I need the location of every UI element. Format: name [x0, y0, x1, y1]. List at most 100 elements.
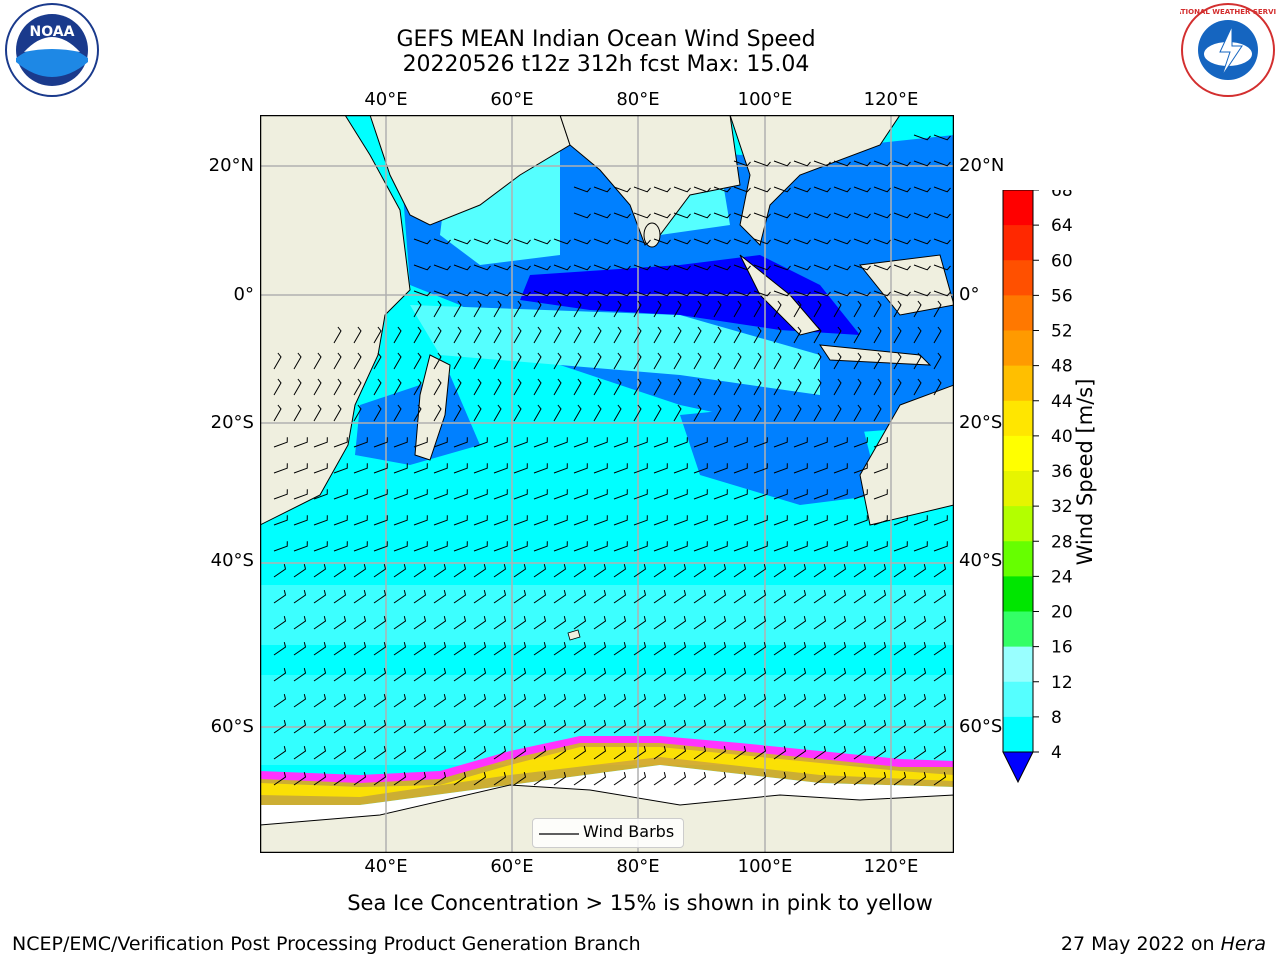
colorbar-bin — [1003, 576, 1033, 612]
legend-line-swatch — [539, 833, 579, 835]
wind-barb — [313, 489, 328, 500]
wind-barb — [293, 719, 307, 734]
wind-barb — [713, 563, 727, 578]
wind-barb — [873, 563, 887, 578]
wind-barb — [653, 641, 667, 656]
wind-barb — [673, 378, 682, 396]
lon-tick-top-80e: 80°E — [616, 89, 660, 110]
wind-barb — [333, 719, 347, 734]
wind-barb — [673, 589, 687, 604]
wind-barb — [433, 290, 451, 297]
lat-tick-left-20s: 20°S — [210, 412, 254, 433]
wind-barb — [633, 515, 648, 526]
wind-barb — [713, 693, 727, 708]
wind-barb — [573, 515, 588, 526]
wind-barb — [893, 589, 907, 604]
wind-barb — [813, 463, 828, 474]
colorbar-bin — [1003, 295, 1033, 331]
wind-barb — [673, 541, 688, 552]
wind-barb — [533, 563, 547, 578]
wind-barb — [693, 300, 702, 318]
wind-barb — [673, 641, 687, 656]
wind-barb — [713, 745, 727, 760]
wind-barb — [873, 745, 887, 760]
wind-barb — [493, 667, 507, 682]
wind-barb — [933, 693, 947, 708]
wind-barb — [413, 615, 427, 630]
wind-barb — [593, 300, 602, 318]
wind-barb — [433, 719, 447, 734]
wind-barb — [793, 160, 811, 167]
wind-barb — [933, 771, 947, 786]
wind-barb — [713, 378, 722, 396]
wind-barb — [693, 463, 708, 474]
wind-barb — [693, 238, 711, 245]
wind-barb — [433, 693, 447, 708]
wind-barb — [553, 290, 571, 297]
wind-barb — [533, 290, 551, 297]
wind-barb — [413, 641, 427, 656]
wind-barb — [593, 693, 607, 708]
wind-barb — [813, 290, 831, 297]
wind-barb — [333, 515, 348, 526]
wind-barb — [373, 641, 387, 656]
wind-barb — [693, 515, 708, 526]
wind-barb — [853, 300, 862, 318]
wind-barb — [833, 515, 848, 526]
wind-barb — [873, 615, 887, 630]
wind-barb — [933, 134, 951, 141]
wind-barb — [373, 563, 387, 578]
wind-barb — [833, 378, 842, 396]
ocean-blue-south-central — [680, 405, 880, 505]
wind-barb — [933, 515, 948, 526]
wind-barb — [733, 615, 747, 630]
wind-barb — [593, 437, 608, 448]
wind-barb — [453, 300, 462, 318]
wind-barb — [613, 300, 622, 318]
wind-barb — [913, 615, 927, 630]
land-borneo — [859, 254, 954, 316]
wind-barb — [293, 641, 307, 656]
wind-barb — [513, 489, 528, 500]
wind-barb — [933, 160, 951, 167]
wind-barb — [633, 326, 642, 344]
wind-barb — [413, 515, 428, 526]
wind-barb — [893, 541, 908, 552]
wind-barb — [753, 515, 768, 526]
wind-barb — [733, 290, 751, 297]
colorbar-tick-label: 56 — [1051, 286, 1073, 306]
wind-barb — [873, 515, 888, 526]
wind-barb — [393, 563, 407, 578]
wind-barb — [433, 515, 448, 526]
wind-barb — [753, 186, 771, 193]
wind-barb — [613, 771, 627, 786]
wind-barb — [453, 238, 471, 245]
wind-barb — [553, 352, 562, 370]
wind-barb — [633, 378, 642, 396]
wind-barb — [353, 463, 368, 474]
wind-barb — [453, 290, 471, 297]
wind-barb — [913, 186, 931, 193]
wind-barb — [393, 378, 402, 396]
wind-barb — [273, 563, 287, 578]
wind-barb — [533, 667, 547, 682]
wind-barbs-layer — [273, 134, 951, 786]
wind-barb — [273, 589, 287, 604]
wind-barb — [393, 745, 407, 760]
wind-barb — [893, 745, 907, 760]
wind-barb — [373, 326, 382, 344]
lon-tick-top-60e: 60°E — [490, 89, 534, 110]
wind-barb — [853, 641, 867, 656]
wind-barb — [493, 693, 507, 708]
wind-barb — [773, 352, 782, 370]
wind-barb — [633, 300, 642, 318]
wind-barb — [353, 326, 362, 344]
wind-barb — [913, 667, 927, 682]
wind-barb — [493, 719, 507, 734]
wind-barb — [573, 615, 587, 630]
wind-barb — [433, 563, 447, 578]
wind-barb — [693, 352, 702, 370]
wind-barb — [793, 745, 807, 760]
wind-barb — [753, 541, 768, 552]
colorbar-bin — [1003, 611, 1033, 648]
